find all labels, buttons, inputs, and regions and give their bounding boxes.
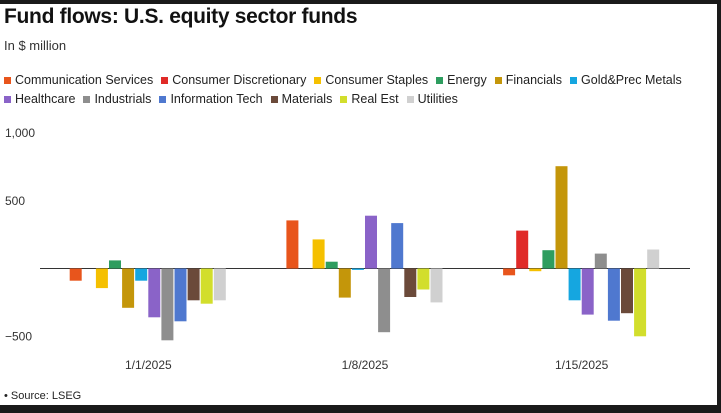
legend-label: Consumer Discretionary (172, 73, 307, 87)
legend-label: Healthcare (15, 92, 76, 106)
legend-label: Utilities (417, 92, 458, 106)
legend-swatch (436, 77, 444, 84)
bar (200, 268, 213, 304)
legend-label: Materials (281, 92, 333, 106)
frame-right-border (717, 0, 721, 413)
legend-swatch (570, 77, 578, 84)
bar (109, 260, 121, 269)
bar (594, 253, 607, 269)
bar (634, 268, 647, 337)
legend-item: Utilities (406, 90, 458, 109)
legend-item: Industrials (83, 90, 151, 109)
legend-item: Financials (494, 71, 563, 90)
legend-item: Real Est (340, 90, 399, 109)
source-note: • Source: LSEG (4, 390, 82, 402)
frame-bottom-border (0, 405, 721, 413)
legend-swatch (4, 96, 11, 103)
chart-title: Fund flows: U.S. equity sector funds (4, 5, 358, 28)
legend-label: Energy (447, 73, 487, 87)
bar (351, 268, 364, 270)
bar (417, 268, 430, 290)
legend-swatch (270, 96, 278, 103)
legend-swatch (161, 77, 169, 84)
legend-item: Healthcare (4, 90, 75, 109)
x-tick-label: 1/1/2025 (125, 358, 172, 372)
bar (187, 268, 200, 301)
legend-label: Financials (505, 73, 563, 87)
legend-swatch (340, 96, 348, 103)
legend-item: Consumer Staples (314, 71, 428, 90)
bar (430, 268, 443, 303)
legend-item: Gold&Prec Metals (570, 71, 682, 90)
legend-swatch (159, 96, 167, 103)
legend-label: Consumer Staples (325, 73, 429, 87)
legend-item: Consumer Discretionary (161, 71, 306, 90)
bar (529, 268, 542, 272)
x-tick-label: 1/8/2025 (342, 358, 389, 372)
bar (647, 249, 660, 269)
bar (542, 250, 555, 269)
bar (516, 230, 529, 269)
bar (95, 268, 108, 289)
bar (581, 268, 594, 315)
y-tick-label: −500 (5, 329, 32, 343)
y-tick-label: 1,000 (5, 126, 35, 140)
legend-label: Information Tech (170, 92, 263, 106)
bar (391, 223, 404, 269)
bar (122, 268, 135, 308)
x-tick-label: 1/15/2025 (555, 358, 609, 372)
bar (69, 268, 82, 281)
legend-swatch (406, 96, 414, 103)
bar (621, 268, 633, 314)
legend-item: Materials (270, 90, 333, 109)
frame-top-border (0, 0, 721, 4)
bar (568, 268, 581, 301)
legend-item: Energy (436, 71, 487, 90)
bar (607, 268, 620, 321)
bar (213, 268, 226, 301)
bar (378, 268, 391, 333)
bar (338, 268, 351, 298)
bar (325, 261, 338, 269)
legend-item: Communication Services (4, 71, 153, 90)
legend-label: Communication Services (15, 73, 154, 87)
chart-subtitle: In $ million (4, 38, 67, 53)
y-tick-label: 500 (5, 194, 25, 208)
bar (148, 268, 161, 318)
bar (365, 215, 377, 269)
bar (555, 166, 568, 269)
bar (161, 268, 174, 341)
legend-swatch (83, 96, 91, 103)
bar (503, 268, 516, 276)
chart-legend: Communication Services Consumer Discretio… (4, 71, 704, 109)
bar (174, 268, 187, 322)
bar (286, 220, 299, 269)
legend-label: Gold&Prec Metals (581, 73, 682, 87)
bar (312, 239, 325, 269)
bar (404, 268, 417, 297)
legend-swatch (314, 77, 322, 84)
bar (135, 268, 148, 281)
legend-item: Information Tech (159, 90, 263, 109)
legend-swatch (494, 77, 502, 84)
legend-label: Real Est (351, 92, 399, 106)
legend-label: Industrials (94, 92, 152, 106)
legend-swatch (4, 77, 11, 84)
